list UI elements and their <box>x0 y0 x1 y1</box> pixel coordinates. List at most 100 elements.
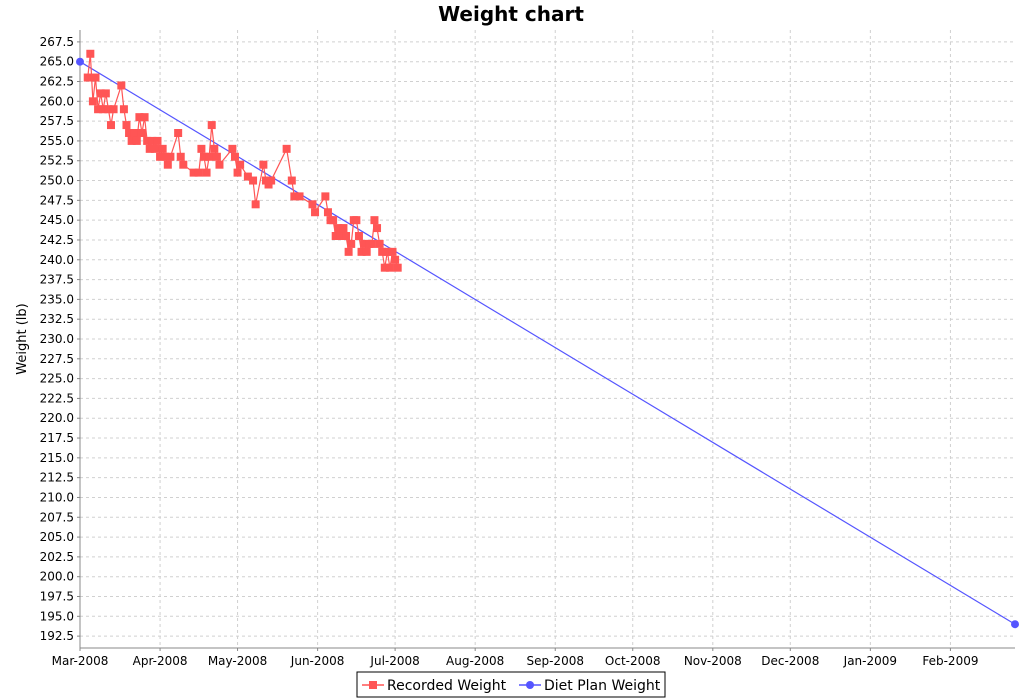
y-tick-label: 240.0 <box>40 253 74 267</box>
x-tick-label: May-2008 <box>208 654 267 668</box>
recorded-weight-point <box>117 81 126 90</box>
y-tick-label: 257.5 <box>40 114 74 128</box>
y-tick-label: 210.0 <box>40 490 74 504</box>
recorded-weight-point <box>367 239 376 248</box>
recorded-weight-point <box>290 192 299 201</box>
recorded-weight-point <box>354 232 363 240</box>
recorded-weight-point <box>109 105 118 114</box>
recorded-weight-point <box>378 247 387 256</box>
recorded-weight-point <box>339 224 348 233</box>
y-tick-label: 237.5 <box>40 273 74 287</box>
recorded-weight-point <box>380 263 389 272</box>
legend-label-recorded: Recorded Weight <box>387 678 507 694</box>
recorded-weight-point <box>130 129 139 137</box>
recorded-weight-point <box>391 255 400 264</box>
recorded-weight-point <box>321 192 330 201</box>
recorded-weight-point <box>334 224 343 233</box>
recorded-weight-point <box>202 168 211 177</box>
recorded-weight-point <box>150 144 159 153</box>
y-tick-label: 200.0 <box>40 570 74 584</box>
recorded-weight-point <box>91 73 100 82</box>
recorded-weight-point <box>375 239 384 248</box>
y-tick-label: 227.5 <box>40 352 74 366</box>
y-tick-label: 202.5 <box>40 550 74 564</box>
y-tick-label: 242.5 <box>40 233 74 247</box>
legend: Recorded Weight Diet Plan Weight <box>356 671 666 698</box>
recorded-weight-point <box>94 105 103 114</box>
x-tick-label: Feb-2009 <box>922 654 978 668</box>
x-tick-label: Dec-2008 <box>761 654 819 668</box>
recorded-weight-point <box>259 160 268 169</box>
y-tick-label: 245.0 <box>40 213 74 227</box>
recorded-weight-point <box>212 152 221 161</box>
recorded-weight-point <box>194 168 203 177</box>
y-tick-label: 230.0 <box>40 332 74 346</box>
recorded-weight-point <box>311 208 320 217</box>
recorded-weight-point <box>295 192 304 201</box>
recorded-weight-point <box>199 152 208 161</box>
legend-label-diet: Diet Plan Weight <box>544 678 661 694</box>
recorded-weight-point <box>251 200 260 209</box>
recorded-weight-point <box>357 247 366 256</box>
recorded-weight-point <box>119 105 128 114</box>
recorded-weight-point <box>96 89 105 98</box>
recorded-weight-point <box>383 247 392 256</box>
recorded-weight-point <box>207 121 216 130</box>
recorded-weight-point <box>249 176 258 185</box>
recorded-weight-point <box>125 129 134 137</box>
y-tick-label: 217.5 <box>40 431 74 445</box>
recorded-weight-point <box>122 121 131 130</box>
recorded-weight-point <box>104 105 113 114</box>
recorded-weight-point <box>197 144 206 153</box>
recorded-weight-point <box>156 152 165 161</box>
recorded-weight-point <box>143 136 152 145</box>
recorded-weight-point <box>148 136 157 145</box>
series <box>76 49 1019 629</box>
recorded-weight-point <box>360 239 369 248</box>
recorded-weight-point <box>174 129 183 137</box>
recorded-weight-point <box>308 200 317 209</box>
recorded-weight-point <box>83 73 92 82</box>
recorded-weight-point <box>215 160 224 169</box>
diet-plan-point <box>76 57 84 66</box>
y-tick-label: 222.5 <box>40 391 74 405</box>
recorded-weight-point <box>137 129 146 137</box>
recorded-weight-point <box>166 152 175 161</box>
recorded-weight-point <box>347 239 356 248</box>
y-tick-label: 212.5 <box>40 471 74 485</box>
recorded-weight-point <box>127 136 136 145</box>
diet-plan-point <box>1011 620 1019 629</box>
y-tick-label: 192.5 <box>40 629 74 643</box>
recorded-weight-point <box>210 144 219 153</box>
recorded-weight-point <box>336 232 345 240</box>
recorded-weight-point <box>344 247 353 256</box>
recorded-weight-point <box>282 144 291 153</box>
y-tick-label: 207.5 <box>40 510 74 524</box>
x-tick-label: Jul-2008 <box>369 654 419 668</box>
recorded-weight-point <box>176 152 185 161</box>
legend-marker-recorded <box>369 681 377 689</box>
recorded-weight-point <box>362 247 371 256</box>
recorded-weight-point <box>163 160 172 169</box>
recorded-weight-point <box>140 113 149 122</box>
y-tick-label: 267.5 <box>40 35 74 49</box>
y-tick-label: 205.0 <box>40 530 74 544</box>
chart-title: Weight chart <box>438 2 584 26</box>
recorded-weight-point <box>230 152 239 161</box>
recorded-weight-point <box>373 224 382 233</box>
x-tick-label: Apr-2008 <box>133 654 188 668</box>
recorded-weight-point <box>101 89 110 98</box>
x-tick-label: Sep-2008 <box>526 654 584 668</box>
recorded-weight-point <box>153 136 162 145</box>
y-tick-label: 220.0 <box>40 411 74 425</box>
recorded-weight-point <box>323 208 332 217</box>
x-tick-label: Mar-2008 <box>52 654 109 668</box>
recorded-weight-point <box>86 49 95 58</box>
recorded-weight-point <box>267 176 276 185</box>
x-ticks: Mar-2008 Apr-2008 May-2008 Jun-2008 Jul-2008… <box>52 648 978 668</box>
recorded-weight-point <box>145 144 154 153</box>
y-tick-label: 262.5 <box>40 75 74 89</box>
recorded-weight-point <box>385 263 394 272</box>
